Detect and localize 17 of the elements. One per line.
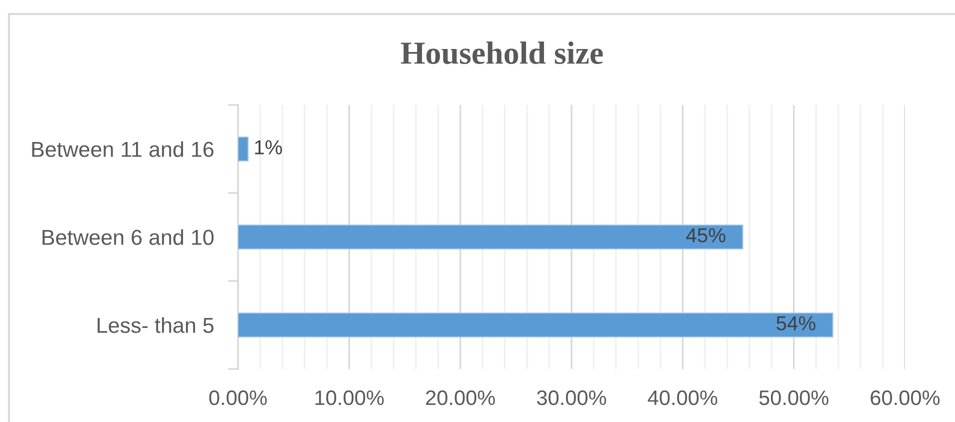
chart-title: Household size: [400, 42, 603, 64]
x-tick-label: 60.00%: [870, 390, 940, 406]
x-tick-label: 0.00%: [209, 390, 267, 406]
x-tick-label: 30.00%: [536, 390, 606, 406]
x-tick-label: 20.00%: [426, 390, 495, 406]
bar: [238, 224, 744, 250]
data-label: 1%: [255, 140, 282, 154]
bar: [238, 312, 834, 338]
bar: [238, 136, 249, 162]
x-tick-label: 40.00%: [648, 390, 718, 406]
data-label: 45%: [686, 228, 726, 242]
data-label: 54%: [776, 316, 816, 330]
x-tick-label: 10.00%: [315, 390, 384, 406]
y-tick-label: Between 11 and 16: [32, 141, 214, 158]
x-tick-label: 50.00%: [759, 390, 828, 406]
y-tick-label: Less- than 5: [98, 317, 214, 334]
y-tick-label: Between 6 and 10: [42, 229, 214, 246]
